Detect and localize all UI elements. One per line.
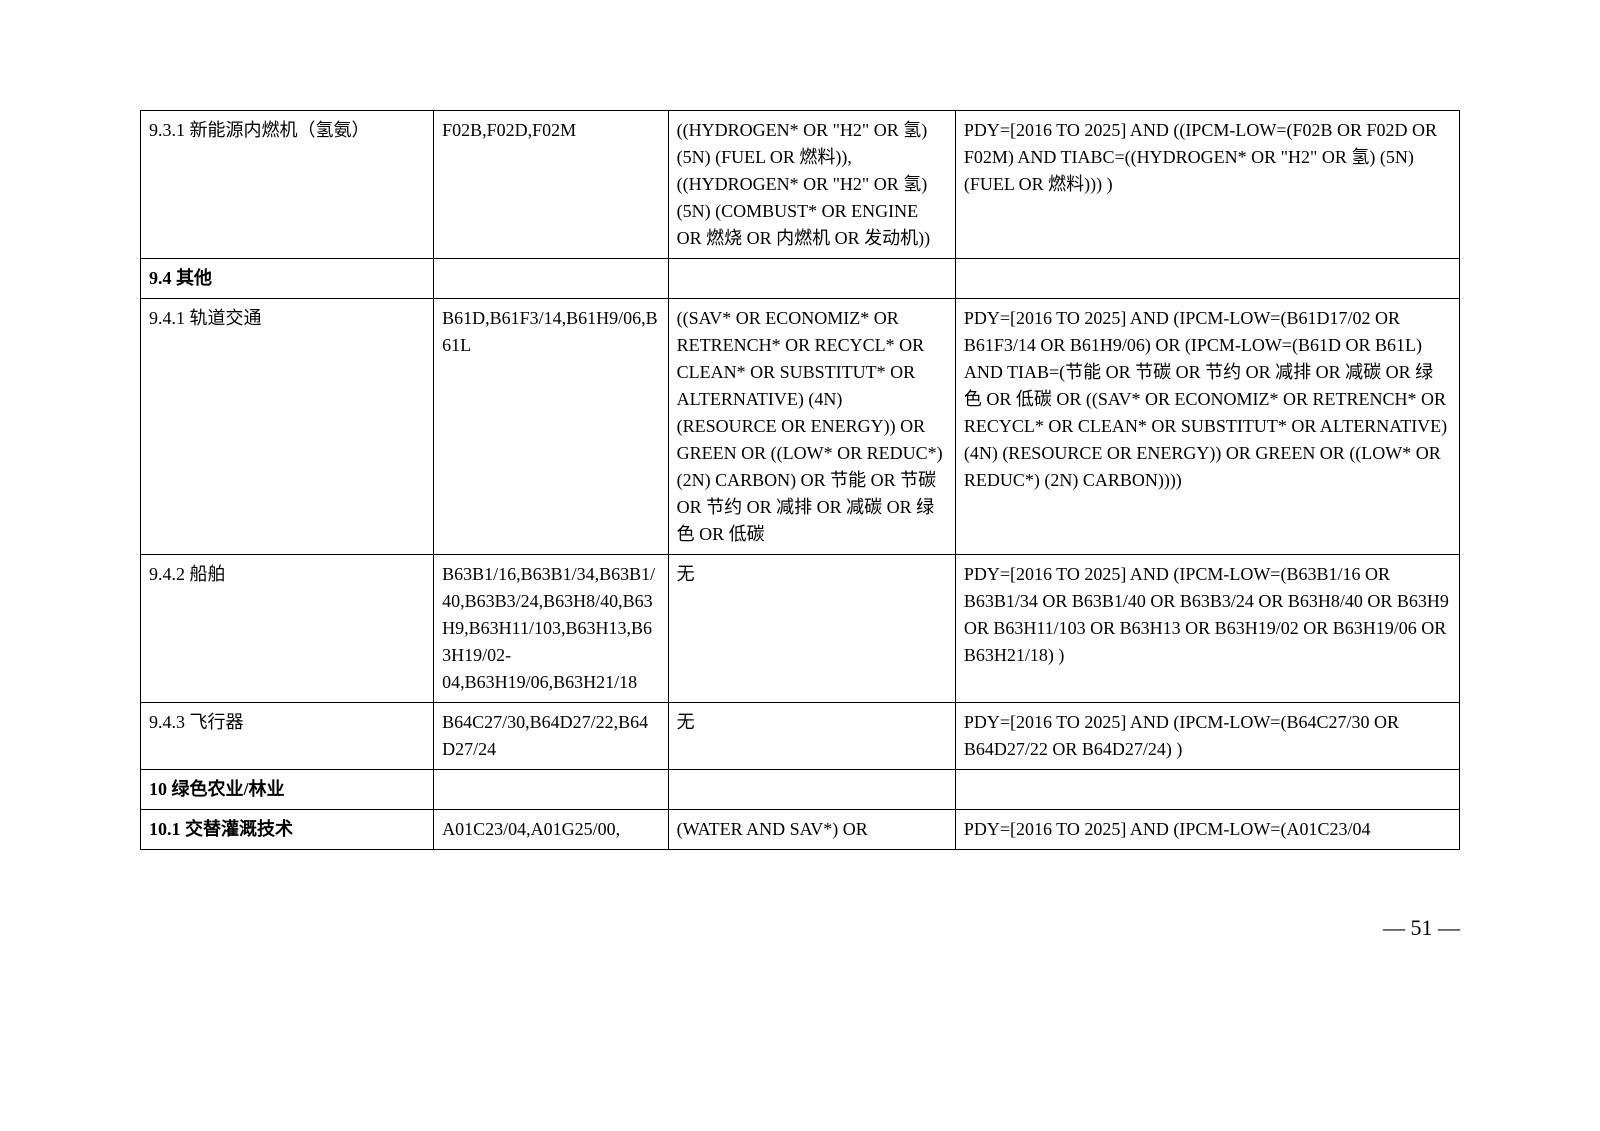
keywords-cell: ((SAV* OR ECONOMIZ* OR RETRENCH* OR RECY… (668, 299, 955, 555)
query-cell: PDY=[2016 TO 2025] AND (IPCM-LOW=(B63B1/… (955, 555, 1459, 703)
row-title-cell: 9.3.1 新能源内燃机（氢氨） (141, 111, 434, 259)
query-cell (955, 259, 1459, 299)
query-cell (955, 770, 1459, 810)
keywords-cell: 无 (668, 703, 955, 770)
row-title-cell: 10.1 交替灌溉技术 (141, 810, 434, 850)
query-cell: PDY=[2016 TO 2025] AND ((IPCM-LOW=(F02B … (955, 111, 1459, 259)
keywords-cell (668, 770, 955, 810)
keywords-cell: 无 (668, 555, 955, 703)
table-row: 9.3.1 新能源内燃机（氢氨）F02B,F02D,F02M((HYDROGEN… (141, 111, 1460, 259)
ipc-codes-cell: F02B,F02D,F02M (434, 111, 668, 259)
classification-table: 9.3.1 新能源内燃机（氢氨）F02B,F02D,F02M((HYDROGEN… (140, 110, 1460, 850)
ipc-codes-cell (434, 770, 668, 810)
ipc-codes-cell: B63B1/16,B63B1/34,B63B1/40,B63B3/24,B63H… (434, 555, 668, 703)
row-title-cell: 9.4 其他 (141, 259, 434, 299)
table-row: 9.4.1 轨道交通B61D,B61F3/14,B61H9/06,B61L((S… (141, 299, 1460, 555)
ipc-codes-cell (434, 259, 668, 299)
row-title-cell: 9.4.1 轨道交通 (141, 299, 434, 555)
table-row: 9.4 其他 (141, 259, 1460, 299)
ipc-codes-cell: B64C27/30,B64D27/22,B64D27/24 (434, 703, 668, 770)
page-number: — 51 — (0, 890, 1600, 941)
keywords-cell: (WATER AND SAV*) OR (668, 810, 955, 850)
row-title-cell: 10 绿色农业/林业 (141, 770, 434, 810)
query-cell: PDY=[2016 TO 2025] AND (IPCM-LOW=(A01C23… (955, 810, 1459, 850)
row-title-cell: 9.4.3 飞行器 (141, 703, 434, 770)
query-cell: PDY=[2016 TO 2025] AND (IPCM-LOW=(B64C27… (955, 703, 1459, 770)
ipc-codes-cell: B61D,B61F3/14,B61H9/06,B61L (434, 299, 668, 555)
table-row: 9.4.3 飞行器B64C27/30,B64D27/22,B64D27/24无P… (141, 703, 1460, 770)
table-row: 9.4.2 船舶B63B1/16,B63B1/34,B63B1/40,B63B3… (141, 555, 1460, 703)
table-row: 10.1 交替灌溉技术A01C23/04,A01G25/00,(WATER AN… (141, 810, 1460, 850)
table-row: 10 绿色农业/林业 (141, 770, 1460, 810)
document-page: 9.3.1 新能源内燃机（氢氨）F02B,F02D,F02M((HYDROGEN… (0, 0, 1600, 890)
keywords-cell: ((HYDROGEN* OR "H2" OR 氢) (5N) (FUEL OR … (668, 111, 955, 259)
keywords-cell (668, 259, 955, 299)
ipc-codes-cell: A01C23/04,A01G25/00, (434, 810, 668, 850)
row-title-cell: 9.4.2 船舶 (141, 555, 434, 703)
query-cell: PDY=[2016 TO 2025] AND (IPCM-LOW=(B61D17… (955, 299, 1459, 555)
